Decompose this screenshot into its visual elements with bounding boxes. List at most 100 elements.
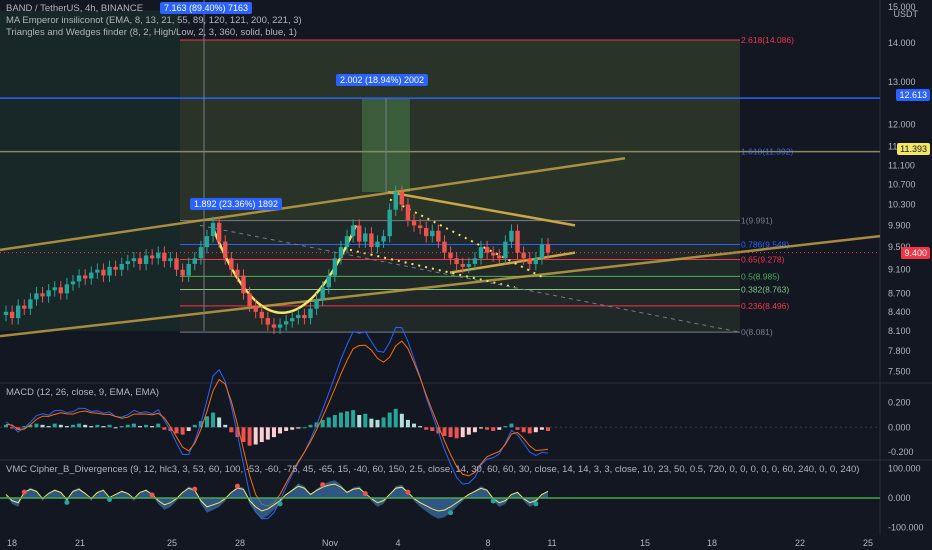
candle-body	[192, 258, 197, 264]
fib-label: 0(8.081)	[741, 327, 773, 337]
symbol-legend[interactable]: BAND / TetherUS, 4h, BINANCE	[6, 3, 143, 14]
macd-histogram-bar	[119, 426, 124, 428]
candle-body	[484, 247, 490, 253]
vmc-dot	[107, 496, 113, 502]
candle-body	[454, 258, 459, 264]
indicator-legend-triangles[interactable]: Triangles and Wedges finder (8, 2, High/…	[6, 27, 297, 38]
candle-body	[296, 314, 301, 319]
macd-histogram-bar	[326, 417, 331, 428]
macd-histogram-bar	[533, 427, 538, 433]
macd-histogram-bar	[253, 427, 258, 445]
macd-histogram-bar	[16, 427, 21, 430]
candle-body	[204, 236, 210, 248]
vmc-wave-area	[6, 480, 548, 519]
price-tag-last: 9.400	[901, 247, 930, 259]
signal-line	[5, 340, 549, 507]
macd-histogram-bar	[211, 412, 216, 428]
candle-body	[137, 258, 143, 264]
candle-body	[162, 252, 167, 262]
macd-histogram-bar	[204, 416, 209, 428]
candle-body	[46, 290, 51, 297]
vmc-dot	[320, 482, 326, 488]
candle-body	[308, 308, 313, 319]
macd-histogram-bar	[485, 427, 490, 430]
macd-histogram-bar	[369, 418, 374, 428]
y-tick-label: 7.800	[888, 346, 911, 356]
macd-histogram-bar	[113, 427, 118, 429]
measure-callout-left: 1.892 (23.36%) 1892	[190, 198, 283, 210]
fib-label: 0.5(8.985)	[741, 271, 780, 281]
vmc-dot	[405, 489, 411, 495]
vmc-dot	[21, 489, 27, 495]
macd-histogram-bar	[539, 427, 544, 430]
candle-body	[64, 284, 70, 294]
macd-histogram-bar	[546, 427, 550, 431]
candle-body	[387, 209, 392, 237]
candle-body	[241, 275, 246, 294]
price-tag-mid: 11.393	[897, 143, 930, 155]
y-tick-label: 9.100	[888, 265, 911, 275]
candle-body	[411, 220, 417, 226]
y-tick-label: 10.700	[888, 180, 916, 190]
macd-histogram-bar	[46, 426, 51, 428]
candle-body	[302, 314, 307, 319]
candle-body	[363, 233, 368, 242]
indicator-legend-ma[interactable]: MA Emperor insiliconot (EMA, 8, 13, 21, …	[6, 15, 302, 26]
dashed-projection	[199, 224, 741, 333]
candle-body	[338, 247, 344, 259]
candle-body	[503, 241, 508, 259]
candle-body	[52, 287, 57, 291]
x-tick-label: Nov	[322, 538, 339, 548]
candle-body	[216, 222, 222, 242]
candle-body	[490, 252, 496, 256]
candle-body	[253, 305, 258, 312]
candle-body	[28, 299, 33, 309]
candlestick-series	[3, 185, 551, 335]
macd-tick-label: 0.000	[888, 422, 911, 432]
candle-body	[430, 230, 435, 237]
macd-tick-label: 0.200	[888, 398, 911, 408]
macd-histogram-bar	[58, 424, 63, 428]
macd-histogram-bar	[302, 427, 307, 429]
trendline-lower-channel	[0, 234, 881, 338]
candle-body	[332, 258, 338, 276]
measure-callout-middle: 2.002 (18.94%) 2002	[336, 74, 429, 86]
candle-body	[3, 311, 9, 315]
macd-histogram-bar	[137, 426, 142, 428]
candle-body	[70, 281, 76, 285]
y-tick-label: 7.500	[888, 366, 911, 376]
candle-body	[180, 269, 185, 276]
currency-label: USDT	[893, 9, 919, 19]
candle-body	[259, 311, 264, 319]
macd-histogram-bar	[22, 426, 27, 428]
macd-histogram-bar	[466, 427, 471, 435]
vmc-dot	[192, 486, 198, 492]
candle-body	[527, 258, 532, 264]
macd-histogram-bar	[52, 423, 57, 428]
vmc-legend[interactable]: VMC Cipher_B_Divergences (9, 12, hlc3, 3…	[6, 464, 860, 475]
macd-histogram-bar	[70, 424, 75, 428]
macd-histogram-bar	[357, 415, 362, 428]
macd-histogram-bar	[10, 427, 15, 429]
macd-histogram-bar	[320, 419, 325, 428]
candle-body	[34, 293, 39, 300]
macd-histogram-bar	[40, 424, 45, 428]
macd-histogram-bar	[527, 427, 532, 434]
wedge-lower	[449, 251, 576, 274]
y-tick-label: 10.300	[888, 200, 916, 210]
candle-body	[265, 318, 271, 325]
macd-histogram-bar	[265, 427, 270, 440]
macd-histogram-bar	[515, 427, 520, 430]
y-tick-label: 9.500	[888, 242, 911, 252]
candle-body	[107, 266, 112, 276]
candle-body	[247, 293, 252, 306]
macd-histogram-bar	[144, 424, 149, 428]
vmc-dot	[490, 498, 496, 504]
candle-body	[271, 324, 277, 328]
macd-legend[interactable]: MACD (12, 26, close, 9, EMA, EMA)	[6, 387, 160, 398]
candle-body	[143, 255, 149, 264]
candle-body	[460, 263, 465, 267]
macd-histogram-bar	[95, 424, 100, 428]
fib-label: 0.236(8.496)	[741, 301, 789, 311]
